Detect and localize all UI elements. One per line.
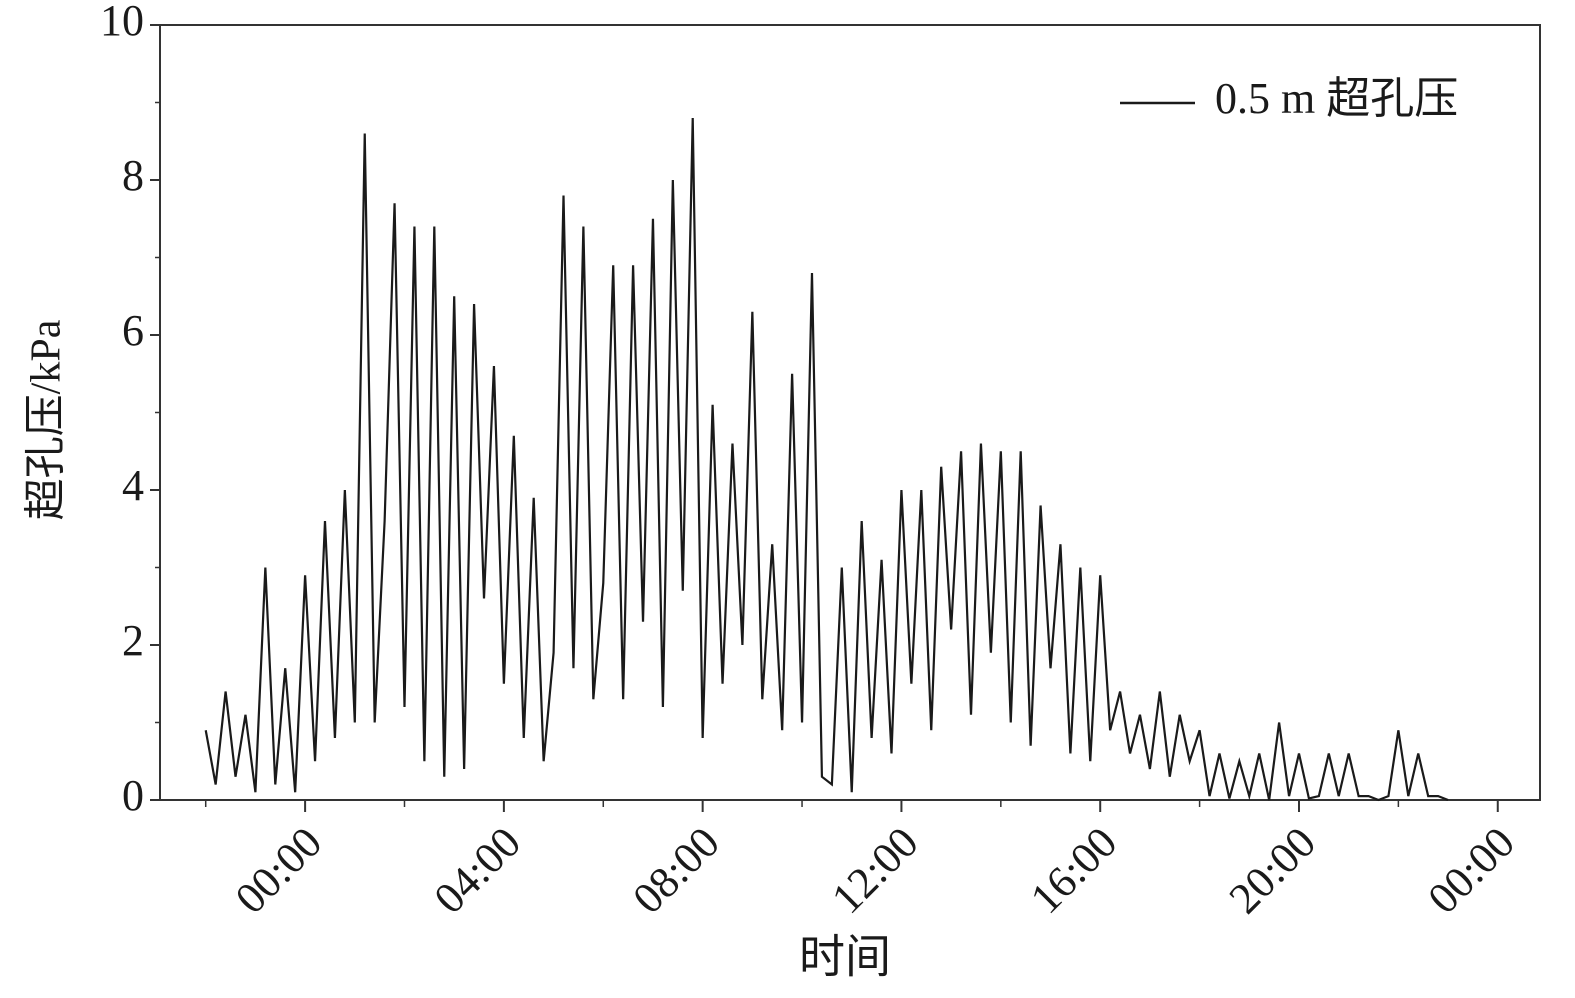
x-tick-label: 08:00 xyxy=(623,818,729,924)
x-tick-label: 16:00 xyxy=(1021,818,1127,924)
y-tick-label: 2 xyxy=(122,616,144,665)
x-tick-label: 20:00 xyxy=(1220,818,1326,924)
x-tick-label: 04:00 xyxy=(425,818,531,924)
legend-label: 0.5 m 超孔压 xyxy=(1215,74,1458,123)
x-tick-label: 12:00 xyxy=(822,818,928,924)
y-tick-label: 10 xyxy=(100,0,144,45)
y-tick-label: 0 xyxy=(122,771,144,820)
y-tick-label: 6 xyxy=(122,306,144,355)
data-line xyxy=(204,117,1449,802)
y-tick-label: 4 xyxy=(122,461,144,510)
y-tick-label: 8 xyxy=(122,151,144,200)
x-tick-label: 00:00 xyxy=(1418,818,1524,924)
plot-frame xyxy=(159,24,1541,801)
x-tick-label: 00:00 xyxy=(226,818,332,924)
y-axis-label: 超孔压/kPa xyxy=(24,319,70,520)
x-axis-label: 时间 xyxy=(799,932,891,983)
